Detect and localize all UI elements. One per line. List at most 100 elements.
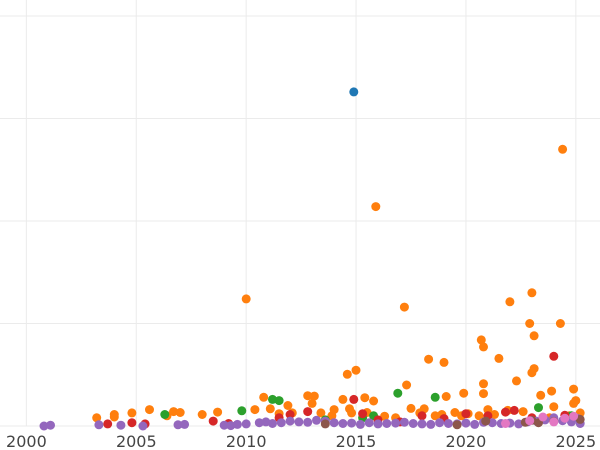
series-1-point-2 <box>109 412 119 422</box>
series-1-point-13 <box>265 404 275 414</box>
series-4-point-29 <box>408 419 418 428</box>
series-1-point-63 <box>529 331 539 341</box>
series-6-point-5 <box>569 411 579 421</box>
series-1-point-20 <box>316 408 326 418</box>
series-5-point-1 <box>452 420 462 430</box>
series-4-point-6 <box>180 419 190 429</box>
series-5-point-0 <box>320 419 330 429</box>
series-4-point-27 <box>391 418 401 428</box>
series-1-point-62 <box>527 288 537 298</box>
series-6-point-2 <box>538 412 548 422</box>
series-3-point-3 <box>208 416 218 426</box>
series-1-point-3 <box>127 408 137 418</box>
x-tick-label-2000: 2000 <box>6 432 47 450</box>
series-2-point-1 <box>237 406 247 416</box>
series-3-point-0 <box>103 419 113 429</box>
series-4-point-24 <box>364 418 374 428</box>
series-6-point-0 <box>501 419 510 428</box>
series-1-point-4 <box>145 405 154 415</box>
series-1-point-10 <box>241 294 251 304</box>
series-4-point-18 <box>312 415 321 425</box>
series-4-point-3 <box>116 420 126 430</box>
series-4-point-21 <box>338 419 348 428</box>
series-4-point-25 <box>373 419 383 429</box>
series-1-point-43 <box>441 392 451 401</box>
series-1-point-59 <box>518 407 528 417</box>
series-3-point-9 <box>358 409 368 419</box>
x-tick-label-2015: 2015 <box>336 432 377 450</box>
series-1-point-18 <box>307 398 317 408</box>
series-4-point-36 <box>470 419 480 429</box>
y-gridlines <box>0 15 600 427</box>
series-3-point-7 <box>303 407 313 417</box>
series-1-point-11 <box>250 405 260 415</box>
series-1-point-70 <box>558 144 568 154</box>
series-1-point-27 <box>351 365 361 375</box>
series-5-point-2 <box>481 416 491 426</box>
series-1-point-65 <box>536 390 546 400</box>
series-1-point-53 <box>483 405 493 415</box>
series-1-point-67 <box>547 386 557 396</box>
series-1-point-22 <box>329 405 339 415</box>
series-1-point-64 <box>529 364 539 374</box>
series-4-point-15 <box>285 416 295 426</box>
series-4-point-26 <box>382 419 392 428</box>
series-3-point-19 <box>549 351 559 361</box>
series-1-point-57 <box>505 297 515 307</box>
series-4-point-33 <box>443 419 453 428</box>
series-2-point-7 <box>393 388 403 398</box>
series-3-point-14 <box>461 409 471 419</box>
series-2-point-0 <box>160 410 170 419</box>
series-4-point-11 <box>254 418 264 428</box>
series-1-point-30 <box>371 202 381 212</box>
series-1-point-42 <box>439 357 449 367</box>
series-1-point-26 <box>347 408 357 418</box>
series-6-point-1 <box>525 416 535 426</box>
series-3-point-1 <box>127 418 137 428</box>
series-4-point-10 <box>241 419 251 429</box>
series-1-point-32 <box>380 411 390 421</box>
series-1-point-12 <box>259 392 269 402</box>
series-1-point-58 <box>512 376 521 386</box>
data-points <box>39 87 585 431</box>
series-4-point-1 <box>46 420 55 430</box>
series-4-point-7 <box>219 420 229 430</box>
series-4-point-13 <box>268 419 277 428</box>
series-1-point-55 <box>494 353 504 363</box>
series-4-point-28 <box>399 417 409 427</box>
series-1-point-0 <box>92 413 102 423</box>
series-1-point-6 <box>169 407 179 417</box>
series-1-point-17 <box>303 391 313 401</box>
series-4-point-32 <box>435 418 445 428</box>
series-4-point-4 <box>138 421 148 431</box>
series-1-point-46 <box>459 388 469 398</box>
series-4-point-17 <box>303 417 313 427</box>
series-4-point-22 <box>347 418 357 428</box>
series-1-point-52 <box>479 389 488 399</box>
x-tick-label-2005: 2005 <box>116 432 157 450</box>
series-4-point-30 <box>417 419 427 429</box>
series-3-point-6 <box>285 410 295 419</box>
x-gridlines <box>25 0 577 426</box>
series-1-point-35 <box>402 380 412 390</box>
series-1-point-72 <box>569 384 579 394</box>
series-3-point-8 <box>349 394 359 404</box>
series-1-point-28 <box>360 393 370 403</box>
series-1-point-51 <box>479 379 488 389</box>
series-2-point-8 <box>430 392 440 402</box>
series-6-point-4 <box>560 413 570 423</box>
series-4-point-20 <box>329 418 339 428</box>
series-4-point-5 <box>173 420 183 430</box>
series-1-point-19 <box>309 391 319 401</box>
x-tick-label-2020: 2020 <box>446 432 487 450</box>
series-1-point-15 <box>283 401 293 410</box>
series-1-point-24 <box>342 369 352 379</box>
series-2-point-9 <box>534 403 543 413</box>
series-3-point-17 <box>509 405 519 415</box>
series-1-point-36 <box>406 403 416 413</box>
series-1-point-60 <box>525 319 535 328</box>
series-1-point-69 <box>555 319 565 328</box>
series-1-point-34 <box>399 302 409 312</box>
